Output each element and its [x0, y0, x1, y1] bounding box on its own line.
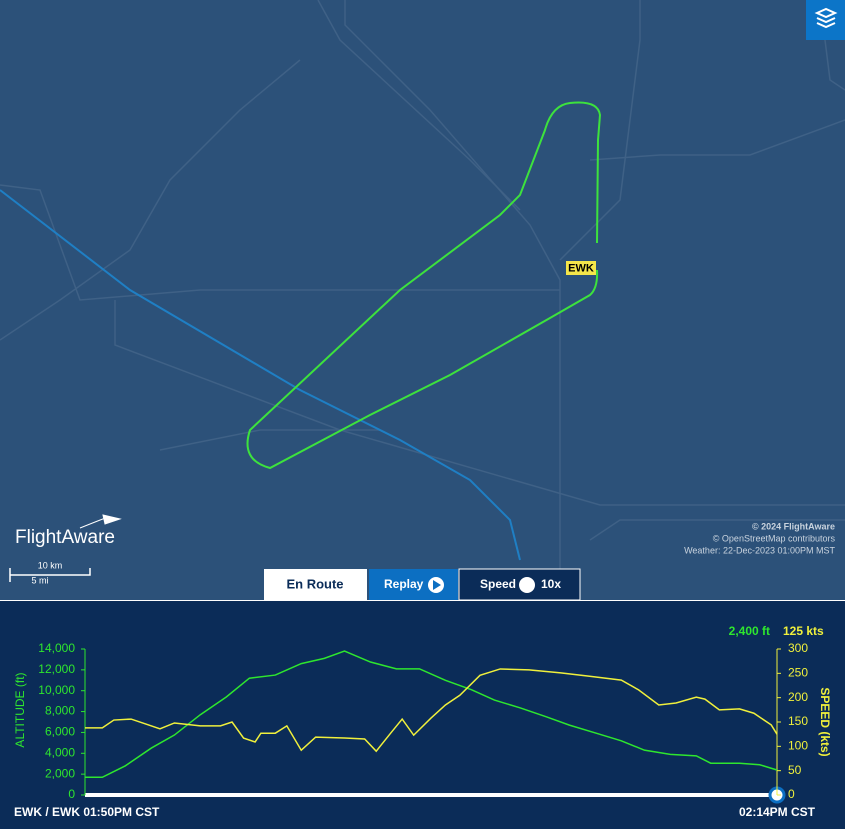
replay-label: Replay [384, 577, 424, 591]
y-tick-label: 4,000 [45, 745, 75, 759]
y2-tick-label: 200 [788, 690, 808, 704]
tab-en-route[interactable] [264, 569, 367, 600]
series-line [85, 650, 778, 779]
river [0, 189, 521, 561]
end-label: 02:14PM CST [739, 805, 816, 819]
attribution: © OpenStreetMap contributors [713, 533, 836, 543]
y-tick-label: 12,000 [38, 662, 75, 676]
brand-logo: FlightAware [15, 527, 115, 548]
attribution: © 2024 FlightAware [752, 521, 835, 531]
attribution: Weather: 22-Dec-2023 01:00PM MST [684, 545, 835, 555]
start-label: EWK / EWK 01:50PM CST [14, 805, 160, 819]
y-tick-label: 14,000 [38, 641, 75, 655]
flight-track [246, 101, 602, 470]
scale-km: 10 km [38, 560, 63, 570]
ff-icon [519, 577, 535, 593]
speed-value: 10x [541, 577, 561, 591]
y2-tick-label: 50 [788, 763, 802, 777]
layers-button[interactable] [806, 0, 845, 40]
roads [0, 0, 845, 600]
y-tick-label: 8,000 [45, 704, 75, 718]
y2-tick-label: 100 [788, 739, 808, 753]
y-axis-title: ALTITUDE (ft) [13, 672, 27, 747]
play-glyph [433, 580, 441, 590]
y2-tick-label: 250 [788, 666, 808, 680]
y2-tick-label: 150 [788, 714, 808, 728]
y-tick-label: 0 [68, 787, 75, 801]
y2-tick-label: 0 [788, 787, 795, 801]
y-tick-label: 10,000 [38, 683, 75, 697]
series-line [85, 668, 778, 753]
y2-tick-label: 300 [788, 641, 808, 655]
scale-bar [9, 568, 91, 582]
layers-icon [814, 7, 838, 29]
current-speed: 125 kts [783, 624, 824, 638]
logo-plane [79, 514, 122, 529]
tab-label: En Route [286, 576, 343, 591]
airport-label: EWK [568, 262, 594, 274]
chart-panel [0, 600, 845, 829]
current-altitude: 2,400 ft [729, 624, 770, 638]
airport-badge [566, 261, 596, 275]
speed-label: Speed [480, 577, 516, 591]
map[interactable] [0, 0, 845, 600]
y-tick-label: 6,000 [45, 725, 75, 739]
y2-axis-title: SPEED (kts) [818, 687, 832, 756]
y-tick-label: 2,000 [45, 766, 75, 780]
scale-mi: 5 mi [31, 575, 48, 585]
